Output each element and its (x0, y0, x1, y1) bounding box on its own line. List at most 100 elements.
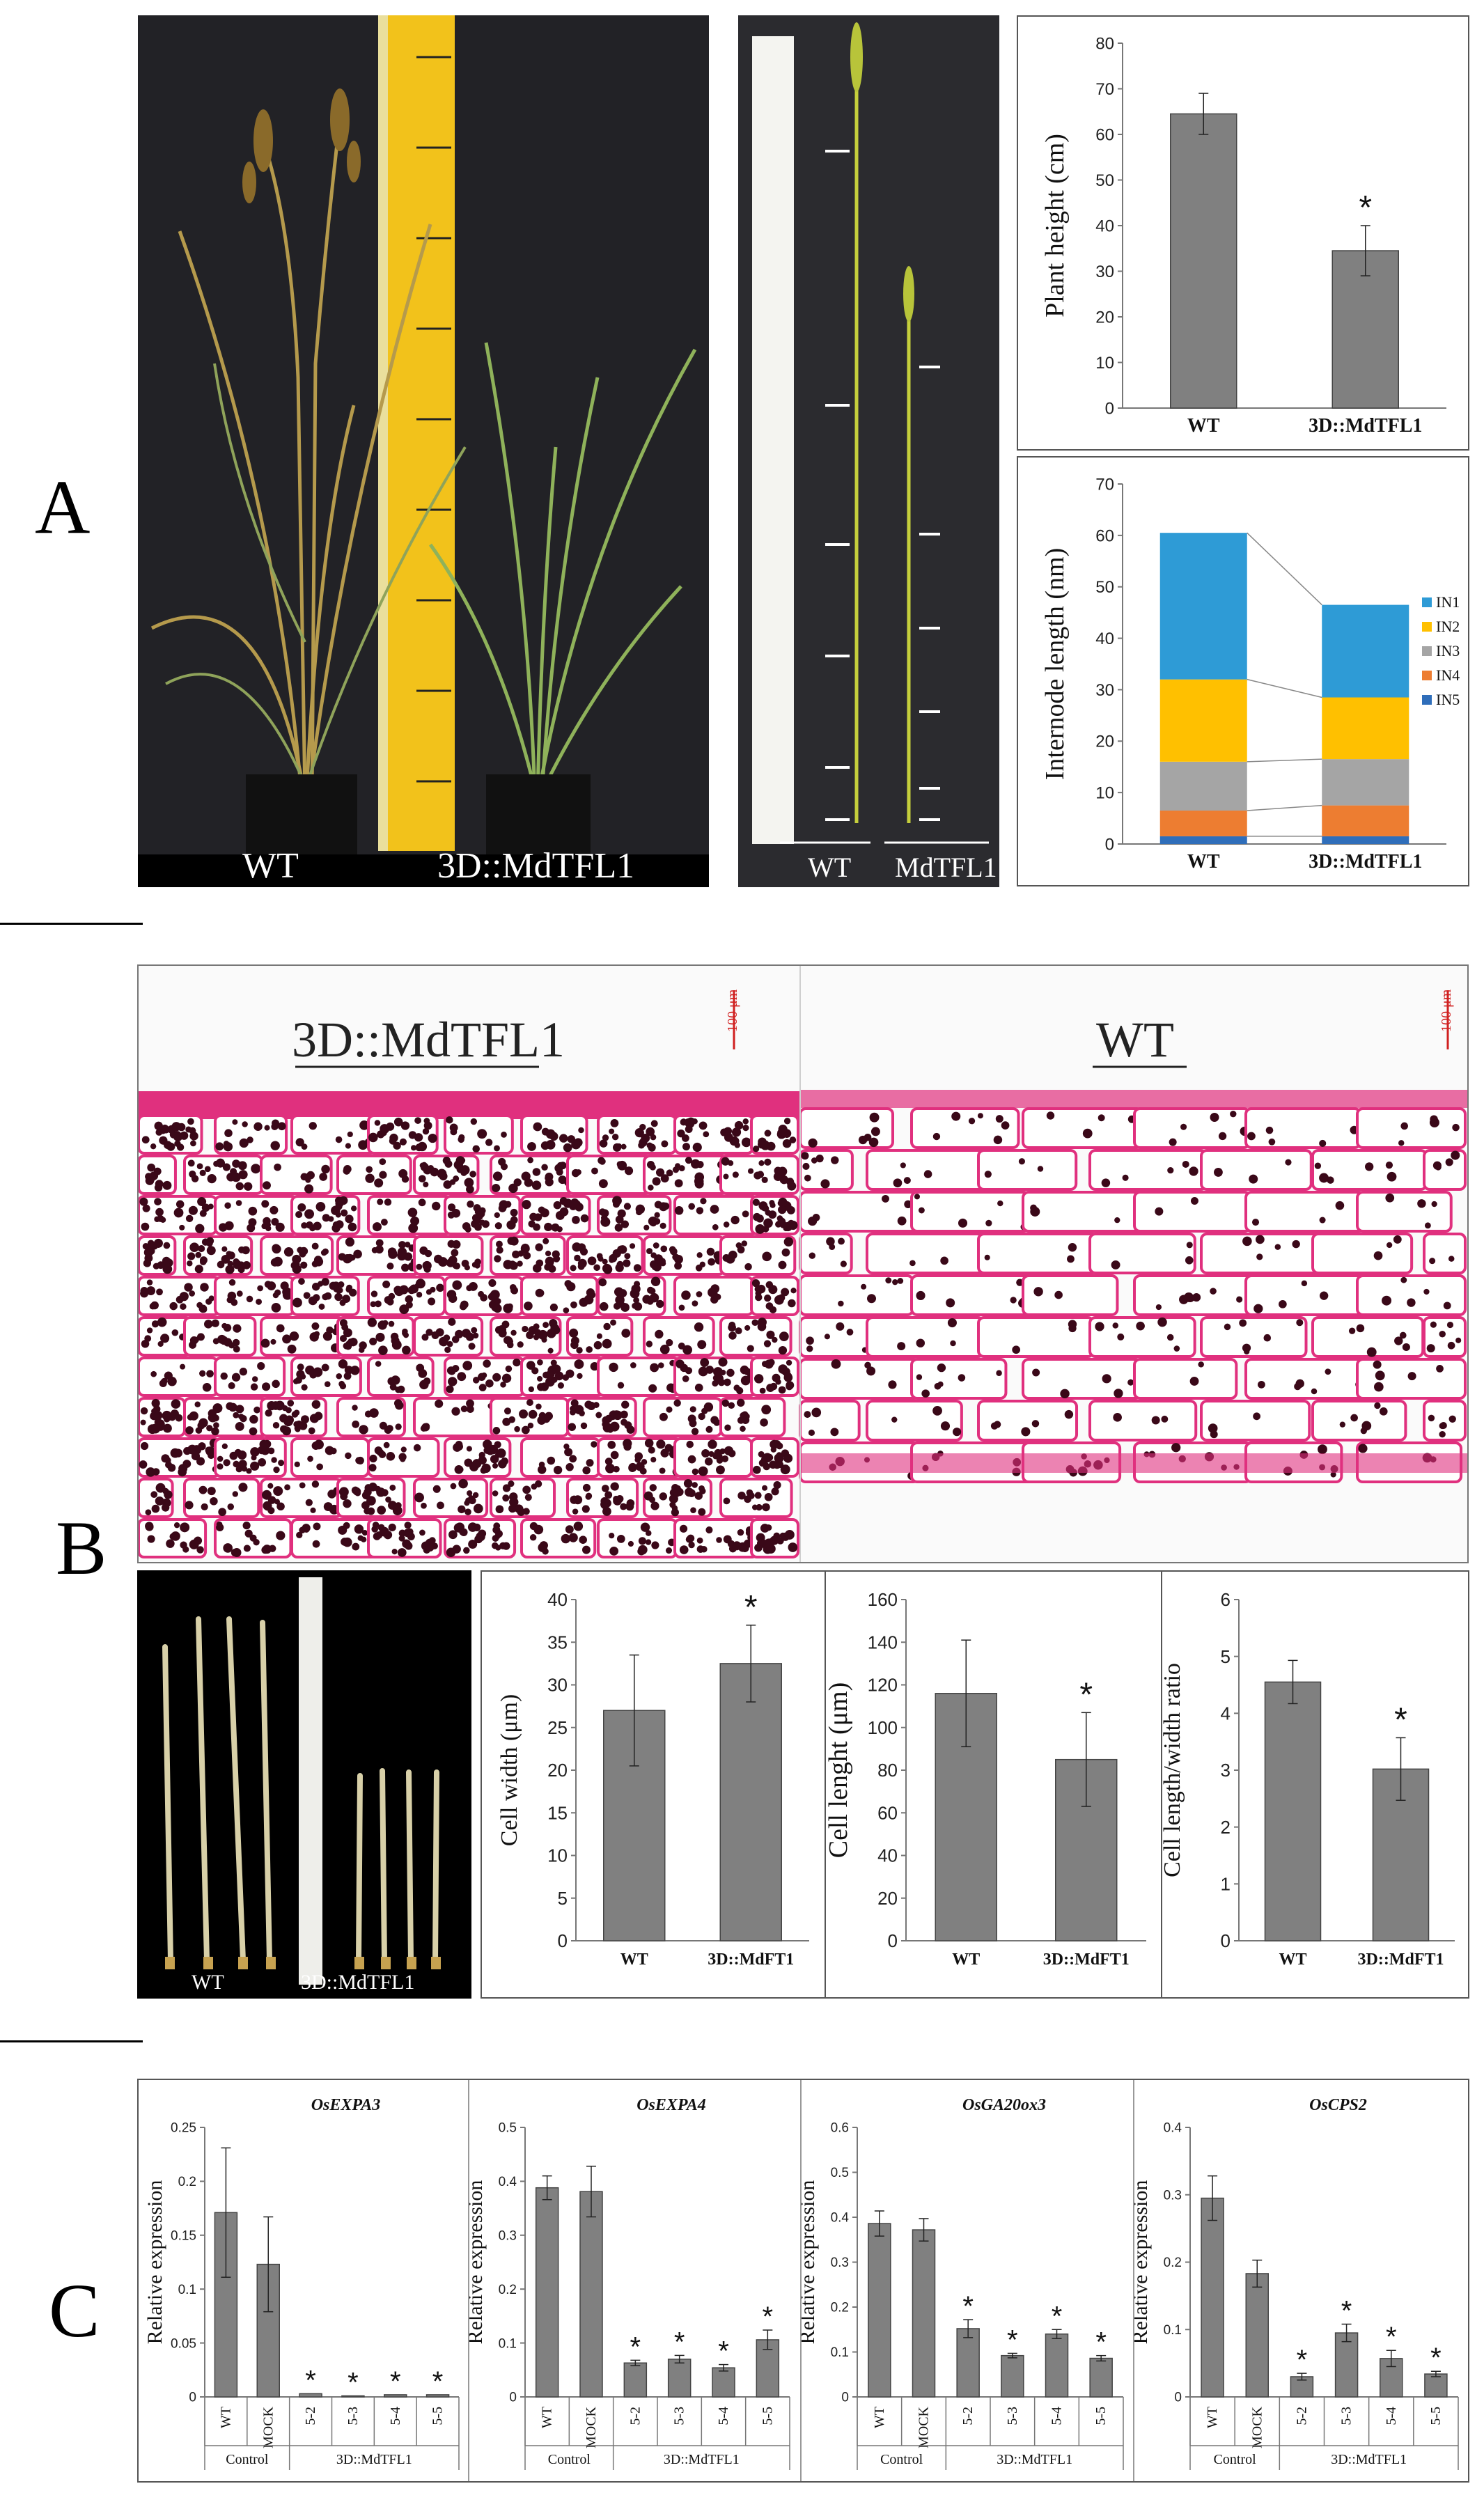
bar (1245, 2273, 1269, 2398)
y-tick-label: 0 (1105, 399, 1114, 418)
y-tick-label: 70 (1095, 80, 1114, 99)
y-tick-label: 0.2 (1164, 2256, 1182, 2270)
y-tick-label: 0 (509, 2391, 517, 2405)
x-tick-label: WT (1187, 851, 1220, 873)
x-tick-label: 5-3 (672, 2407, 687, 2425)
series-connector-line (1247, 804, 1322, 811)
y-tick-label: 60 (1095, 125, 1114, 144)
y-tick-label: 0.4 (831, 2211, 850, 2226)
series-connector-line (1247, 758, 1322, 763)
y-tick-label: 50 (1095, 171, 1114, 190)
chart-frame-plant-height: 0 10 20 30 40 50 60 70 80 Plant height (cm) * WT 3D:… (1017, 15, 1469, 451)
stacked-bar-segment-in2 (1322, 697, 1409, 760)
chart-frame-cell-metrics: 0 5 10 15 20 25 30 35 40 Cell width (μm) * WT 3D::Md… (481, 1570, 1469, 1999)
x-tick-label: WT (952, 1951, 980, 1969)
y-axis-label: Relative expression (469, 2180, 487, 2345)
y-tick-label: 0 (841, 2391, 849, 2405)
internode-photo: WT 3D::MdTFL1 (137, 1570, 471, 1999)
divider (1133, 2080, 1134, 2481)
y-axis-label: Relative expression (143, 2180, 166, 2345)
y-tick-label: 30 (1095, 681, 1114, 700)
bar (425, 2394, 450, 2398)
chart-title: OsGA20ox3 (962, 2096, 1046, 2114)
y-tick-label: 30 (547, 1675, 568, 1696)
stacked-bar-segment-in3 (1159, 761, 1247, 811)
x-tick-label: WT (620, 1951, 648, 1969)
x-tick-label: MOCK (916, 2406, 932, 2448)
y-tick-label: 3 (1221, 1760, 1231, 1781)
bar (1334, 2332, 1359, 2398)
significance-marker: * (432, 2366, 444, 2397)
y-tick-label: 60 (877, 1802, 898, 1823)
stacked-bar-segment-in5 (1159, 836, 1247, 844)
x-tick-label: 3D::MdTFL1 (1309, 851, 1422, 873)
internode-label-wt: WT (192, 1971, 224, 1994)
osexpa3-chart: 0 0.05 0.1 0.15 0.2 0.25 Relative expression Os… (143, 2096, 460, 2470)
bar (712, 2367, 735, 2398)
stem-label-wt: WT (808, 852, 852, 883)
significance-marker: * (1007, 2324, 1018, 2355)
y-tick-label: 0 (888, 1930, 898, 1951)
micrograph-illustration (139, 966, 1467, 1562)
section-micrographs: 3D::MdTFL1 WT 100 μm 100 μm (137, 964, 1469, 1563)
x-tick-label: 5-4 (716, 2407, 731, 2425)
y-tick-label: 6 (1221, 1589, 1231, 1610)
osga20ox3-chart: 0 0.1 0.2 0.3 0.4 0.5 0.6 Relative expression Os… (802, 2096, 1124, 2470)
x-tick-label: WT (1279, 1951, 1306, 1969)
divider (468, 2080, 469, 2481)
stacked-bar-segment-in4 (1159, 810, 1247, 836)
y-tick-label: 0.5 (831, 2166, 849, 2180)
legend-label: IN1 (1436, 593, 1460, 611)
bar (912, 2229, 936, 2398)
stacked-bar-segment-in1 (1322, 604, 1409, 698)
series-connector-line (1247, 678, 1322, 698)
bar (1331, 250, 1399, 409)
x-tick-label: 3D::MdTFL1 (1309, 415, 1422, 437)
section-title-wt: WT (1096, 1012, 1174, 1068)
plant-label-mutant: 3D::MdTFL1 (437, 846, 635, 886)
x-tick-label: 3D::MdFT1 (708, 1951, 794, 1969)
chart-title: OsEXPA4 (636, 2096, 706, 2114)
significance-marker: * (347, 2367, 359, 2398)
bar (1201, 2197, 1224, 2398)
x-tick-label: 5-3 (1339, 2407, 1354, 2425)
y-tick-label: 100 (868, 1717, 898, 1738)
stem-illustration (738, 15, 999, 887)
panel-label-a: A (35, 464, 91, 549)
x-tick-label: MOCK (584, 2406, 599, 2448)
x-tick-label: 5-5 (1093, 2407, 1109, 2425)
y-tick-label: 0 (1221, 1930, 1231, 1951)
scale-bar-left: 100 μm (725, 989, 740, 1032)
y-tick-label: 10 (1095, 354, 1114, 373)
y-tick-label: 2 (1221, 1817, 1231, 1838)
section-title-mutant: 3D::MdTFL1 (292, 1012, 565, 1068)
x-tick-label: 5-4 (1384, 2407, 1399, 2425)
y-tick-label: 0.1 (499, 2336, 517, 2351)
x-tick-label: WT (872, 2407, 887, 2428)
plant-photo: WT 3D::MdTFL1 (138, 15, 709, 887)
panel-label-b: B (56, 1506, 107, 1591)
chart-title: OsCPS2 (1309, 2096, 1367, 2114)
x-tick-label: 5-2 (627, 2407, 643, 2425)
significance-marker: * (718, 2336, 729, 2367)
bar (384, 2394, 407, 2398)
divider (825, 1572, 826, 1997)
y-tick-label: 35 (547, 1632, 568, 1652)
group-label: Control (880, 2452, 923, 2467)
y-tick-label: 20 (547, 1760, 568, 1781)
y-tick-label: 0.6 (831, 2121, 849, 2136)
x-tick-label: 5-3 (1005, 2407, 1020, 2425)
bar (341, 2395, 365, 2398)
y-tick-label: 25 (547, 1717, 568, 1738)
y-tick-label: 30 (1095, 263, 1114, 281)
y-tick-label: 140 (868, 1632, 898, 1652)
x-tick-label: WT (1187, 415, 1220, 437)
chart-frame-internode: 0 10 20 30 40 50 60 70 Internode length (nm) IN1 I… (1017, 456, 1469, 886)
stacked-bar-segment-in5 (1322, 836, 1409, 844)
legend-swatch (1422, 695, 1432, 705)
x-tick-label: WT (540, 2407, 555, 2428)
x-tick-label: 5-2 (303, 2407, 318, 2425)
significance-marker: * (1079, 1676, 1093, 1713)
group-label: 3D::MdTFL1 (336, 2452, 412, 2467)
y-tick-label: 0.3 (499, 2228, 517, 2243)
